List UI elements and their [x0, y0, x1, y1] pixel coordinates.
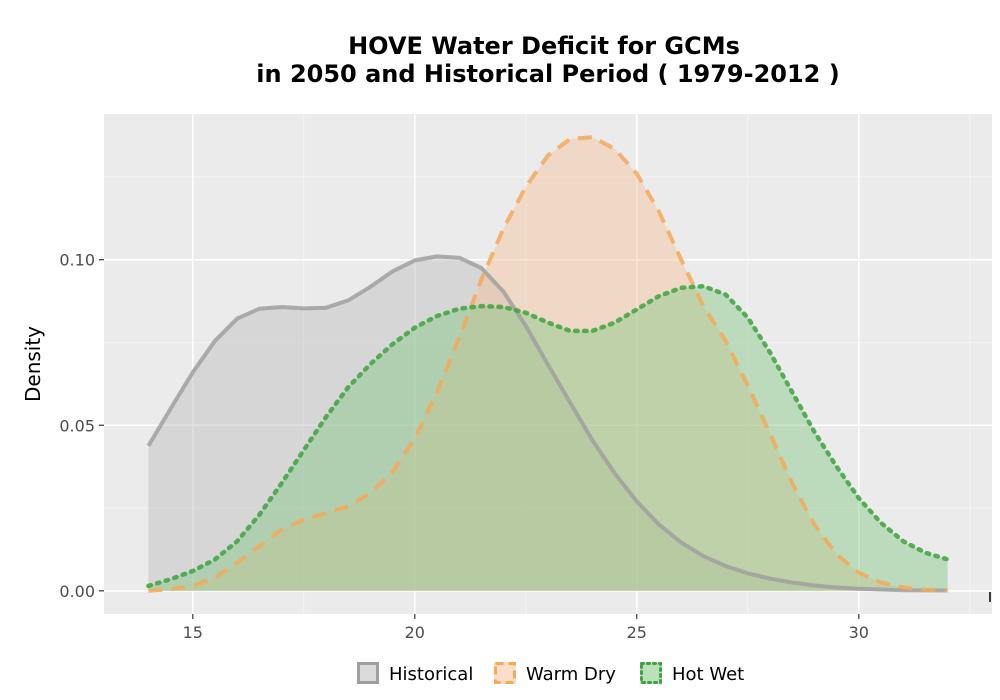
legend-label: Historical [389, 664, 473, 685]
x-axis: 15 20 25 30 [183, 614, 869, 642]
major-gridlines [104, 114, 992, 614]
minor-gridlines [104, 114, 992, 614]
legend-key-fill [357, 662, 379, 684]
chart-title-line-1: HOVE Water Deficit for GCMs [348, 32, 740, 60]
legend-key-fill [640, 662, 662, 684]
density-series [146, 135, 950, 593]
legend-key-border [640, 662, 662, 684]
x-tick-label: 20 [405, 623, 425, 642]
series-line-hot-wet [146, 283, 950, 589]
legend: Historical Warm Dry Hot Wet [357, 662, 744, 685]
y-tick-label: 0.00 [59, 582, 95, 601]
x-tick-label: 30 [849, 623, 869, 642]
legend-item-warm-dry: Warm Dry [494, 662, 616, 685]
series-line-historical [146, 254, 948, 593]
y-axis: 0.00 0.05 0.10 [59, 251, 104, 601]
legend-label: Warm Dry [526, 664, 616, 685]
chart-title-line-2: in 2050 and Historical Period ( 1979-201… [256, 60, 839, 88]
legend-key-border [494, 662, 516, 684]
x-tick-label: 15 [183, 623, 203, 642]
x-tick-label: 25 [627, 623, 647, 642]
y-tick-label: 0.10 [59, 251, 95, 270]
y-tick-label: 0.05 [59, 416, 95, 435]
legend-key-fill [494, 662, 516, 684]
legend-item-historical: Historical [357, 662, 473, 685]
legend-key-border [357, 662, 379, 684]
y-axis-title: Density [21, 326, 45, 402]
chart-title: HOVE Water Deficit for GCMs in 2050 and … [256, 32, 839, 88]
legend-item-hot-wet: Hot Wet [640, 662, 744, 685]
series-line-warm-dry [148, 135, 948, 593]
series-area-hot-wet [148, 286, 948, 591]
legend-label: Hot Wet [672, 664, 744, 685]
